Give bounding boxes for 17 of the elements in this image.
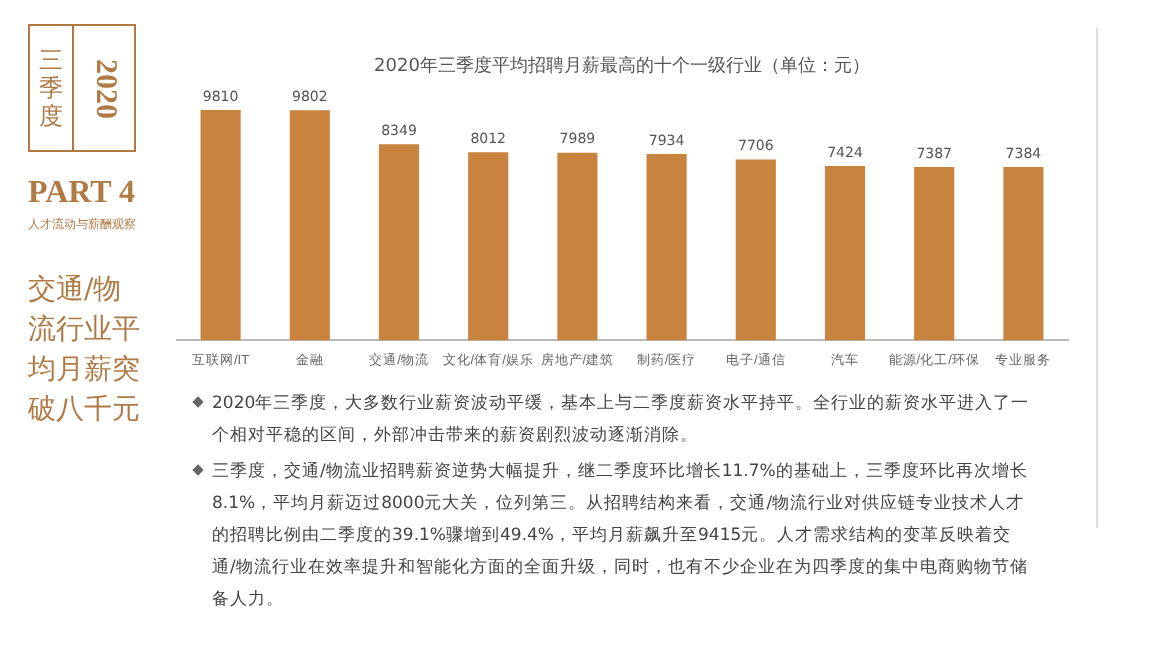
text: 三季度 [39,46,63,130]
bar [468,152,509,341]
bar [1003,167,1044,341]
bar [200,110,241,341]
text: 交通/物流行业平均月薪突破八千元 [28,272,142,430]
text: 2020年三季度，大多数行业薪资波动平缓，基本上与二季度薪资水平持平。全行业的薪资水平进入了一个相对平稳的区间，外部冲击带来的薪资剧烈波动逐渐消除。 [212,394,1030,446]
bar [824,166,866,341]
chart-title: 2020年三季度平均招聘月薪最高的十个一级行业（单位：元） [374,55,870,78]
text: PART 4 [28,176,138,212]
bar [289,110,330,341]
text: 三季度，交通/物流业招聘薪资逆势大幅提升，继二季度环比增长11.7%的基础上，三季度环比再次增长8.1%，平均月薪迈过8000元大关，位列第三。从招聘结构来看，交通/物流行业对供应链专业技术人才的招聘比例由二季度的39.1%骤增到49.4%，平均月薪飙升至9415元。人才需求结构的变革反映着交通/物流行业在效率提升和智能化方面的全面升级，同时，也有不少企业在为四季度的集中电商购物节储备人力。 [212,462,1028,610]
bar [735,159,776,341]
bar [557,152,598,341]
text: 2020 [87,58,121,118]
bar [378,144,420,341]
bar [646,154,687,341]
bar [914,166,955,341]
